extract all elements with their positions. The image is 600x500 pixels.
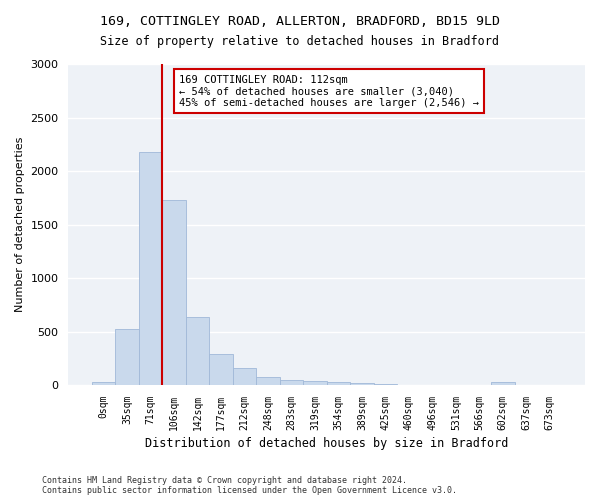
Bar [491,382,515,385]
Bar [350,383,374,385]
X-axis label: Distribution of detached houses by size in Bradford: Distribution of detached houses by size … [145,437,508,450]
Bar [303,382,327,385]
Bar [115,330,139,385]
Bar [256,376,280,385]
Bar [374,384,397,385]
Text: 169 COTTINGLEY ROAD: 112sqm
← 54% of detached houses are smaller (3,040)
45% of : 169 COTTINGLEY ROAD: 112sqm ← 54% of det… [179,74,479,108]
Y-axis label: Number of detached properties: Number of detached properties [15,137,25,312]
Bar [209,354,233,385]
Bar [139,152,163,385]
Text: 169, COTTINGLEY ROAD, ALLERTON, BRADFORD, BD15 9LD: 169, COTTINGLEY ROAD, ALLERTON, BRADFORD… [100,15,500,28]
Bar [421,384,444,385]
Bar [92,382,115,385]
Bar [163,200,186,385]
Bar [397,384,421,385]
Bar [186,316,209,385]
Text: Size of property relative to detached houses in Bradford: Size of property relative to detached ho… [101,35,499,48]
Bar [280,380,303,385]
Bar [233,368,256,385]
Bar [327,382,350,385]
Text: Contains HM Land Registry data © Crown copyright and database right 2024.
Contai: Contains HM Land Registry data © Crown c… [42,476,457,495]
